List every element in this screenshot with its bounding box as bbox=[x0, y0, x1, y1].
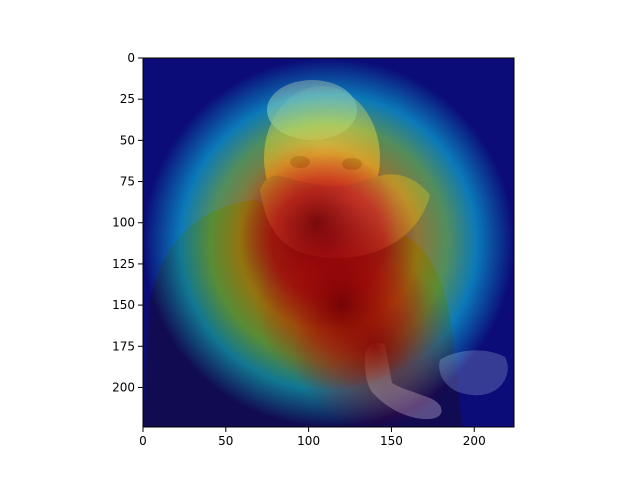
y-tick-label: 75 bbox=[120, 175, 135, 189]
y-tick-label: 150 bbox=[112, 298, 135, 312]
y-tick-label: 125 bbox=[112, 257, 135, 271]
x-tick-label: 200 bbox=[463, 434, 486, 448]
x-tick-label: 150 bbox=[380, 434, 403, 448]
plot-area bbox=[143, 58, 514, 427]
x-tick-label: 100 bbox=[297, 434, 320, 448]
y-tick-label: 0 bbox=[127, 51, 135, 65]
heatmap-hotspot bbox=[255, 218, 429, 392]
x-tick-label: 0 bbox=[139, 434, 147, 448]
y-tick-label: 100 bbox=[112, 216, 135, 230]
y-tick-label: 25 bbox=[120, 92, 135, 106]
heatmap-layer bbox=[143, 58, 514, 427]
y-axis: 0 25 50 75 100 125 150 175 200 bbox=[112, 51, 143, 394]
y-tick-label: 200 bbox=[112, 380, 135, 394]
y-tick-label: 50 bbox=[120, 133, 135, 147]
x-tick-label: 50 bbox=[218, 434, 233, 448]
vignette bbox=[143, 58, 514, 427]
x-axis: 0 50 100 150 200 bbox=[139, 427, 486, 448]
axes-frame bbox=[142, 57, 515, 428]
y-tick-label: 175 bbox=[112, 339, 135, 353]
heatmap-hotspots bbox=[237, 143, 458, 427]
